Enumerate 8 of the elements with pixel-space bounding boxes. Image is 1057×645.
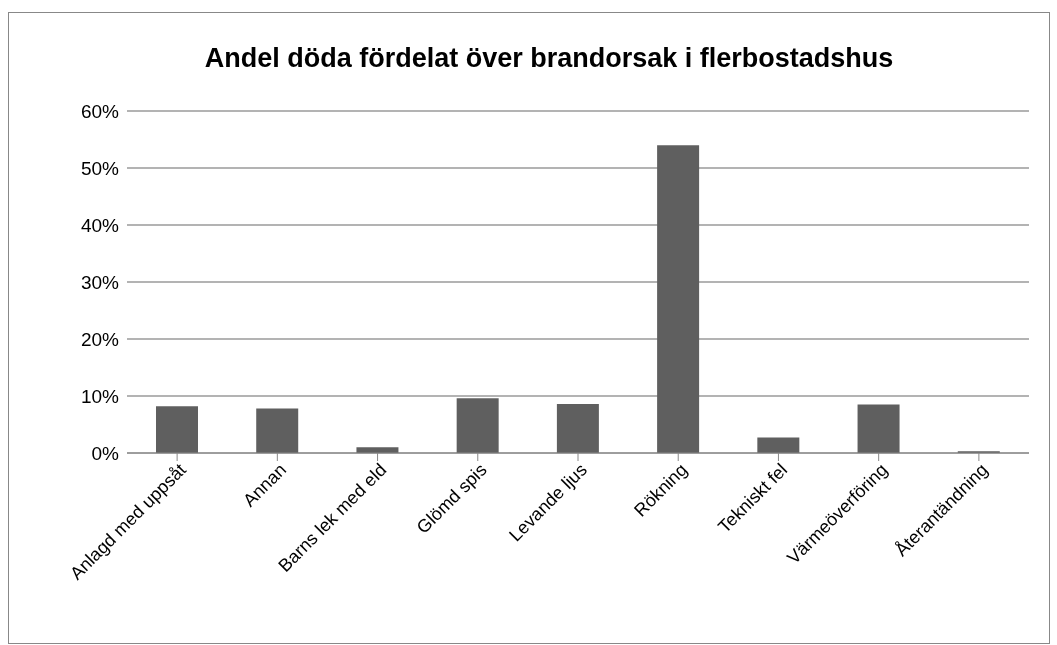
y-tick-label: 0% (91, 442, 120, 464)
y-tick-label: 50% (80, 157, 120, 179)
y-tick-label: 20% (80, 328, 120, 350)
y-tick-label: 30% (80, 271, 120, 293)
y-tick-label: 40% (80, 214, 120, 236)
chart-title: Andel döda fördelat över brandorsak i flerbostadshus (203, 42, 895, 73)
y-tick-label: 10% (80, 385, 120, 407)
y-tick-label: 60% (80, 100, 120, 122)
